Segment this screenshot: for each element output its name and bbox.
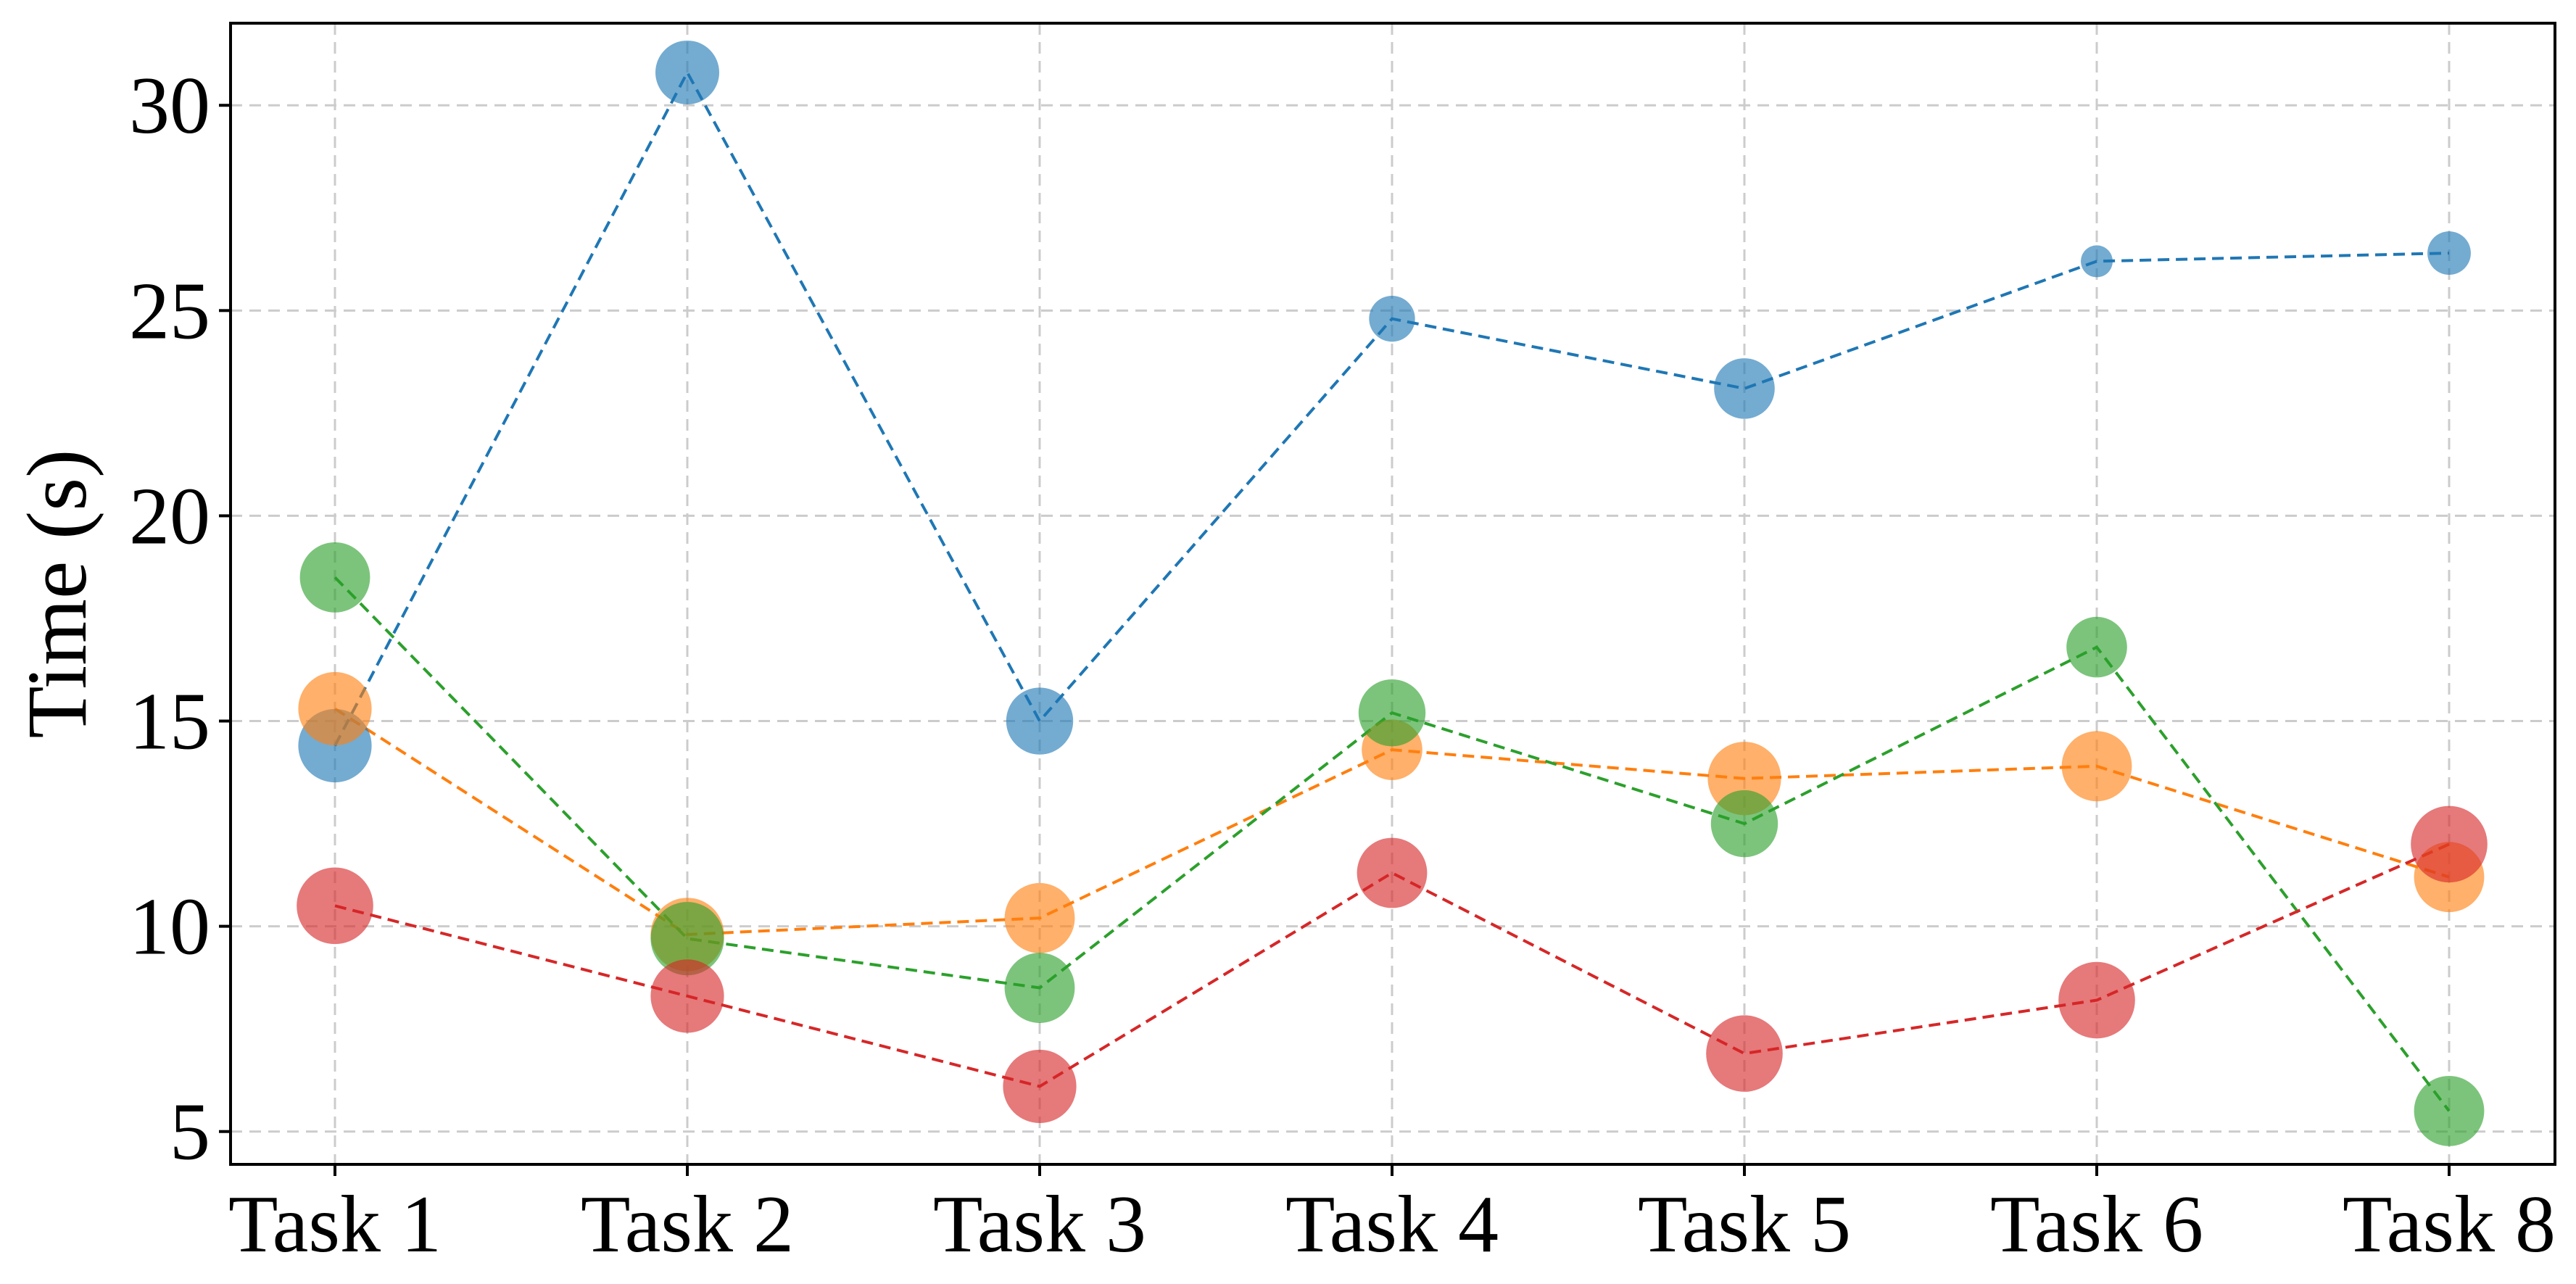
data-point-series-1 <box>1006 687 1074 755</box>
x-tick-label: Task 3 <box>933 1180 1146 1269</box>
grid-layer <box>231 23 2555 1164</box>
tick-labels: 5 10 15 20 25 30 Task 1 Task 2 Task 3 Task 4 Task … <box>129 61 2556 1269</box>
data-point-series-4 <box>2058 961 2135 1039</box>
data-point-series-1 <box>1369 295 1415 342</box>
data-point-series-4 <box>1003 1049 1077 1124</box>
y-tick-label: 15 <box>129 677 210 767</box>
data-point-series-2 <box>2061 731 2132 802</box>
data-point-series-4 <box>2411 805 2488 883</box>
data-point-series-1 <box>1714 358 1775 419</box>
data-point-series-3 <box>1710 790 1778 858</box>
data-point-series-3 <box>1004 953 1075 1023</box>
data-point-series-3 <box>299 542 370 613</box>
x-tick-label: Task 4 <box>1285 1180 1499 1269</box>
x-tick-label: Task 1 <box>228 1180 442 1269</box>
data-point-series-1 <box>2427 231 2471 275</box>
data-point-series-3 <box>2066 616 2127 678</box>
series-markers <box>297 40 2488 1146</box>
data-point-series-1 <box>655 40 719 104</box>
x-tick-label: Task 6 <box>1990 1180 2203 1269</box>
data-point-series-4 <box>297 867 373 945</box>
data-point-series-4 <box>1706 1015 1783 1092</box>
axis-ticks <box>219 104 2451 1176</box>
data-point-series-2 <box>298 671 372 746</box>
data-point-series-1 <box>2081 245 2113 278</box>
data-point-series-3 <box>650 901 724 976</box>
y-tick-label: 5 <box>170 1088 210 1177</box>
y-tick-label: 30 <box>129 61 210 151</box>
x-tick-label: Task 2 <box>581 1180 794 1269</box>
data-point-series-2 <box>1004 882 1075 953</box>
data-point-series-3 <box>2414 1075 2485 1146</box>
y-tick-label: 10 <box>129 882 210 972</box>
data-point-series-3 <box>1358 679 1426 747</box>
y-tick-label: 20 <box>129 471 210 561</box>
data-point-series-4 <box>1357 837 1428 908</box>
y-axis-title: Time (s) <box>9 450 104 739</box>
y-tick-label: 25 <box>129 266 210 356</box>
x-tick-label: Task 5 <box>1638 1180 1851 1269</box>
x-tick-label: Task 8 <box>2343 1180 2556 1269</box>
data-point-series-4 <box>650 959 724 1033</box>
